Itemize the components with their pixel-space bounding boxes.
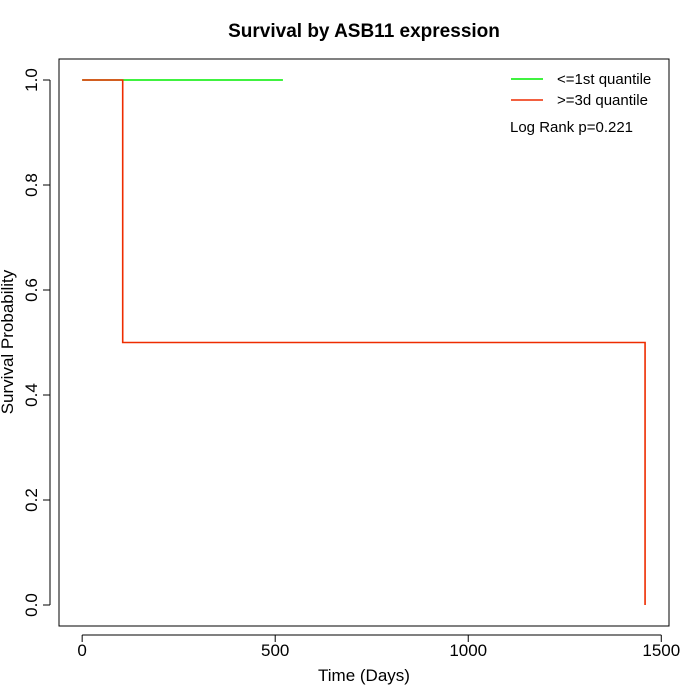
y-tick-label: 0.2	[22, 488, 41, 512]
log-rank-annotation: Log Rank p=0.221	[510, 119, 633, 136]
y-tick-label: 1.0	[22, 68, 41, 92]
x-tick-label: 500	[261, 641, 289, 660]
x-axis-label: Time (Days)	[318, 666, 410, 685]
chart-title: Survival by ASB11 expression	[228, 21, 500, 42]
y-axis: 0.0 0.2 0.4 0.6 0.8 1.0	[22, 68, 51, 617]
plot-frame	[58, 58, 670, 627]
x-tick-label: 1500	[642, 641, 680, 660]
series-layer	[82, 79, 646, 605]
y-tick-label: 0.8	[22, 173, 41, 197]
x-tick-label: 1000	[449, 641, 487, 660]
x-axis: 0 500 1000 1500	[77, 634, 680, 660]
legend-label-2: >=3d quantile	[557, 92, 648, 109]
y-tick-label: 0.4	[22, 383, 41, 407]
legend: <=1st quantile >=3d quantile	[511, 71, 651, 109]
x-tick-label: 0	[77, 641, 86, 660]
y-tick-label: 0.0	[22, 593, 41, 617]
y-axis-label: Survival Probability	[0, 269, 17, 414]
legend-label-1: <=1st quantile	[557, 71, 651, 88]
survival-curve-2	[82, 79, 646, 605]
y-tick-label: 0.6	[22, 278, 41, 302]
